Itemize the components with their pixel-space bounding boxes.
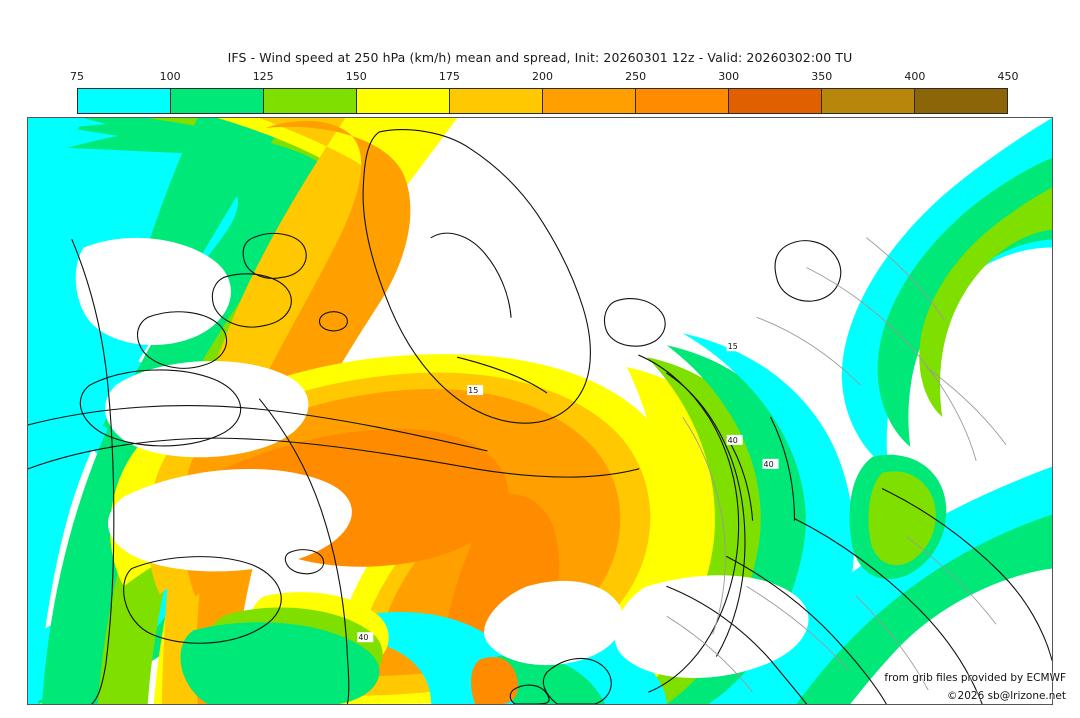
map-canvas[interactable]: 15 15 40 40 40: [27, 117, 1053, 705]
contour-label-40b: 40: [728, 436, 738, 445]
colorbar-segment-2: [264, 89, 357, 113]
band-green-blob-bottom: [180, 622, 380, 704]
colorbar-segment-5: [543, 89, 636, 113]
coast-europe-4: [881, 488, 1052, 661]
colorbar-tick-8: 350: [811, 70, 833, 83]
coast-northamerica-east: [258, 398, 350, 704]
band-cyan-se: [726, 466, 1052, 704]
coast-europe-2: [726, 555, 887, 704]
band-white-gap-left: [107, 468, 352, 572]
border-arctic-coast: [756, 316, 861, 386]
border-europe-4: [856, 596, 929, 691]
colorbar-segment-9: [915, 89, 1007, 113]
contour-label-40a: 40: [764, 460, 774, 469]
coast-canada-arctic-1: [136, 311, 228, 369]
border-europe-2: [666, 615, 753, 693]
colorbar-tick-1: 100: [159, 70, 181, 83]
coast-baffin: [28, 437, 640, 478]
contour-label-15b: 15: [728, 342, 738, 351]
band-green-nw-fill: [67, 118, 388, 704]
colorbar-segment-6: [636, 89, 729, 113]
contour-40-right: [770, 416, 796, 521]
band-cyan-top-notch: [28, 118, 84, 268]
coast-labrador: [28, 405, 488, 452]
coast-europe-3: [793, 518, 983, 704]
band-white-gap-nw: [75, 237, 231, 346]
page-title: IFS - Wind speed at 250 hPa (km/h) mean …: [227, 50, 853, 65]
band-greenyellow-ne: [919, 187, 1052, 417]
band-green-mass-nw: [41, 118, 358, 704]
data-source-credit: from grib files provided by ECMWF: [884, 672, 1066, 684]
coast-canada-arctic-3: [242, 232, 307, 279]
border-arctic-islands-1: [806, 267, 977, 461]
contour-label-40c: 40: [358, 633, 368, 642]
coast-britain: [542, 657, 612, 704]
coast-island-2: [284, 549, 325, 575]
coast-newfoundland: [123, 556, 282, 644]
band-white-gap-nw2: [105, 361, 309, 458]
colorbar-tick-10: 450: [997, 70, 1019, 83]
band-orange-blob-bottom: [471, 657, 519, 704]
colorbar-tick-5: 200: [532, 70, 553, 83]
colorbar-tick-2: 125: [252, 70, 274, 83]
border-arctic-islands-3: [925, 366, 1007, 446]
band-green-bottom: [497, 654, 605, 704]
colorbar-segment-7: [729, 89, 822, 113]
wind-speed-shading: [28, 118, 1052, 704]
contour-15-upper: [457, 356, 548, 394]
border-scandinavia-int: [682, 416, 726, 635]
colorbar-tick-0: 75: [70, 70, 84, 83]
colorbar-segment-0: [78, 89, 171, 113]
colorbar: 75 100 125 150 175 200 250 300 350 400 4…: [70, 70, 1019, 114]
coast-svalbard: [774, 240, 842, 302]
colorbar-tick-3: 150: [345, 70, 367, 83]
colorbar-tick-4: 175: [438, 70, 460, 83]
border-europe-3: [906, 536, 997, 625]
coast-island-1: [318, 311, 348, 332]
coast-canada-mainland: [71, 239, 115, 704]
colorbar-tick-9: 400: [904, 70, 926, 83]
border-europe-1: [746, 586, 849, 671]
colorbar-tick-7: 300: [718, 70, 740, 83]
coast-greenland: [362, 129, 591, 424]
border-arctic-islands-2: [866, 237, 945, 320]
coastlines: [28, 129, 1052, 704]
contour-label-15: 15: [468, 386, 478, 395]
contour-labels: 15 15 40 40 40: [357, 341, 779, 642]
coast-ireland: [509, 684, 550, 704]
coast-europe-1: [666, 585, 808, 704]
colorbar-gradient: [77, 88, 1008, 114]
coast-scandinavia-2: [666, 372, 746, 657]
colorbar-tick-labels: 75 100 125 150 175 200 250 300 350 400 4…: [70, 70, 1019, 86]
band-greenyellow-blob-ne1: [868, 471, 936, 566]
colorbar-segment-4: [450, 89, 543, 113]
weather-map-svg: 15 15 40 40 40: [28, 118, 1052, 704]
band-green-se: [796, 514, 1052, 704]
band-greenyellow-nw: [97, 118, 428, 704]
white-gap-bottom-right2: [484, 580, 624, 666]
colorbar-segment-3: [357, 89, 450, 113]
colorbar-segment-1: [171, 89, 264, 113]
colorbar-tick-6: 250: [625, 70, 647, 83]
coast-greenland-inner: [430, 232, 512, 318]
coast-hudson: [79, 369, 242, 447]
coast-iceland: [604, 298, 666, 347]
colorbar-segment-8: [822, 89, 915, 113]
copyright-credit: ©2026 sb@lrizone.net: [947, 690, 1066, 702]
political-boundaries: [666, 237, 1007, 693]
white-gap-bottom-right: [614, 575, 809, 679]
